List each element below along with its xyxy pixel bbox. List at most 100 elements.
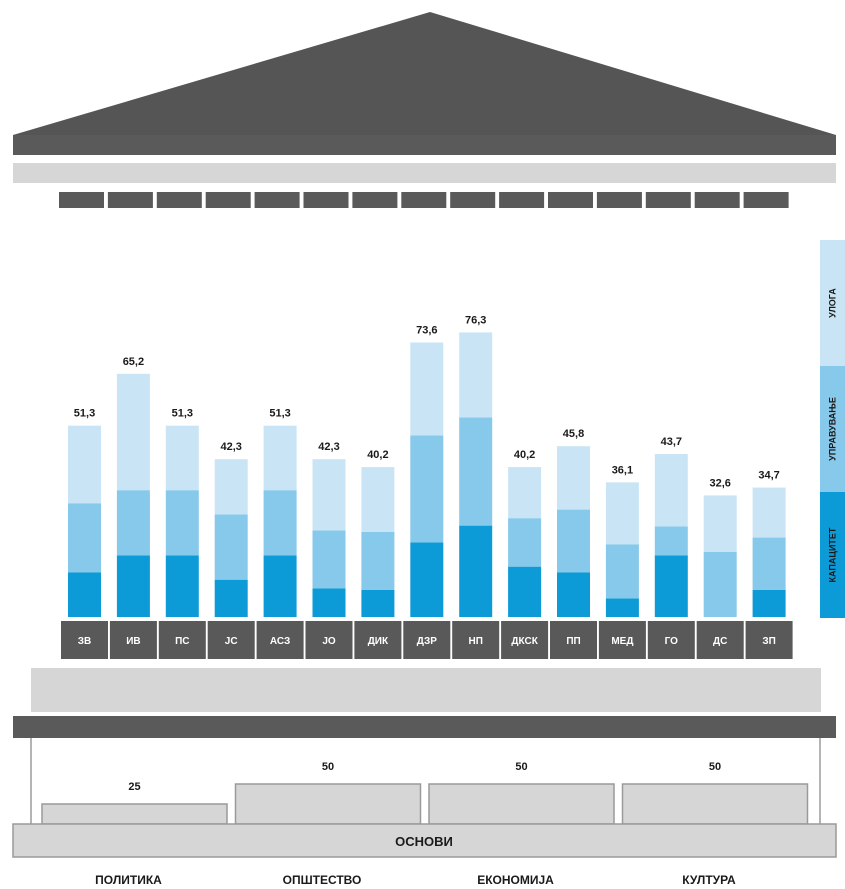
bar-total-label: 73,6 [416,324,437,336]
base-dark-band [13,716,836,738]
frieze-segment [156,192,202,208]
category-label: НП [468,636,482,647]
category-box [452,621,500,659]
bar-segment-2 [410,435,444,543]
bar-total-label: 51,3 [172,408,193,420]
legend-swatch [820,366,845,492]
bar-segment-3 [752,487,786,538]
foundation-bar [12,823,837,858]
frieze-segment [401,192,447,208]
bar-segment-1 [68,572,101,617]
bar-segment-1 [116,555,150,617]
foundation-pillar [41,803,228,825]
bar-segment-1 [654,555,688,617]
category-box [109,621,157,659]
category-box [550,621,597,659]
category-box [61,621,108,659]
bar-segment-2 [68,503,101,573]
frieze-segment [499,192,545,208]
bar-total-label: 43,7 [661,436,682,448]
category-box [696,621,744,659]
frieze-segment [352,192,398,208]
category-label: ПС [175,636,189,647]
foundation-pillar [234,783,422,825]
bar-segment-2 [508,518,542,567]
bar-total-label: 40,2 [514,449,535,461]
bar-segment-2 [263,490,297,556]
frieze [13,163,836,183]
frieze-segment [205,192,251,208]
foundation-pillar-name: ЕКОНОМИЈА [477,873,554,887]
bar-total-label: 36,1 [612,464,633,476]
bar-segment-2 [214,514,248,580]
frieze-segment [548,192,593,208]
category-box [256,621,304,659]
bar-total-label: 51,3 [269,408,290,420]
bar-segment-2 [557,509,590,573]
bar-segment-2 [654,526,688,556]
bar-segment-2 [703,551,737,617]
bar-segment-1 [752,589,786,617]
bar-segment-3 [410,342,444,436]
bar-total-label: 34,7 [758,470,779,482]
category-box [403,621,451,659]
category-label: ИВ [126,636,140,647]
bar-segment-3 [68,425,101,504]
category-label: АСЗ [270,636,290,647]
bar-segment-2 [605,544,639,599]
stylobate [31,668,821,712]
bar-segment-1 [605,598,639,617]
category-label: ДЗР [417,636,438,647]
bar-segment-3 [361,467,395,532]
foundation-pillar-value: 25 [128,781,140,793]
frieze-segment [743,192,789,208]
category-label: ЈО [322,636,336,647]
bar-segment-3 [116,373,150,491]
bar-total-label: 42,3 [220,441,241,453]
category-label: МЕД [611,636,633,647]
bar-segment-3 [508,467,542,519]
category-box [305,621,353,659]
bar-segment-1 [312,588,346,617]
frieze-segment [303,192,349,208]
bar-segment-3 [165,425,199,491]
legend-swatch [820,240,845,366]
bar-segment-3 [312,459,346,531]
frieze-segment [694,192,740,208]
legend-swatch [820,492,845,618]
legend-label: УПРАВУВАЊЕ [827,397,837,461]
roof-band [13,135,836,155]
bar-segment-1 [361,589,395,617]
bar-segment-1 [508,566,542,617]
category-box [501,621,549,659]
category-label: ДКСК [511,636,538,647]
frieze-segment [254,192,300,208]
foundation-pillar-names: ПОЛИТИКА ОПШТЕСТВО ЕКОНОМИЈА КУЛТУРА [95,873,736,887]
foundation-pillar-name: ОПШТЕСТВО [283,873,362,887]
category-label: ДИК [368,636,389,647]
bar-segment-1 [263,555,297,617]
foundation-label: ОСНОВИ [395,834,453,849]
bar-total-labels: 51,3 65,2 51,3 42,3 51,3 42,3 40,2 73,6 76,3 40,2… [74,314,780,489]
category-label: ЗВ [78,636,92,647]
category-box [745,621,793,659]
bar-total-label: 40,2 [367,449,388,461]
foundation-pillars: 25 50 50 50 [41,761,809,825]
frieze-segment [59,192,104,208]
category-label: ГО [665,636,679,647]
legend-label: УЛОГА [827,288,837,318]
foundation-pillar-value: 50 [515,761,527,773]
bar-segment-2 [116,490,150,556]
roof [13,12,836,135]
frieze-segments [59,192,789,208]
category-box [598,621,646,659]
bar-segment-2 [312,530,346,589]
legend-label: КАПАЦИТЕТ [827,527,837,582]
bar-total-label: 32,6 [709,477,730,489]
bar-segment-1 [165,555,199,617]
frieze-segment [107,192,153,208]
bar-segment-2 [165,490,199,556]
frieze-segment [645,192,691,208]
frieze-segment [450,192,496,208]
